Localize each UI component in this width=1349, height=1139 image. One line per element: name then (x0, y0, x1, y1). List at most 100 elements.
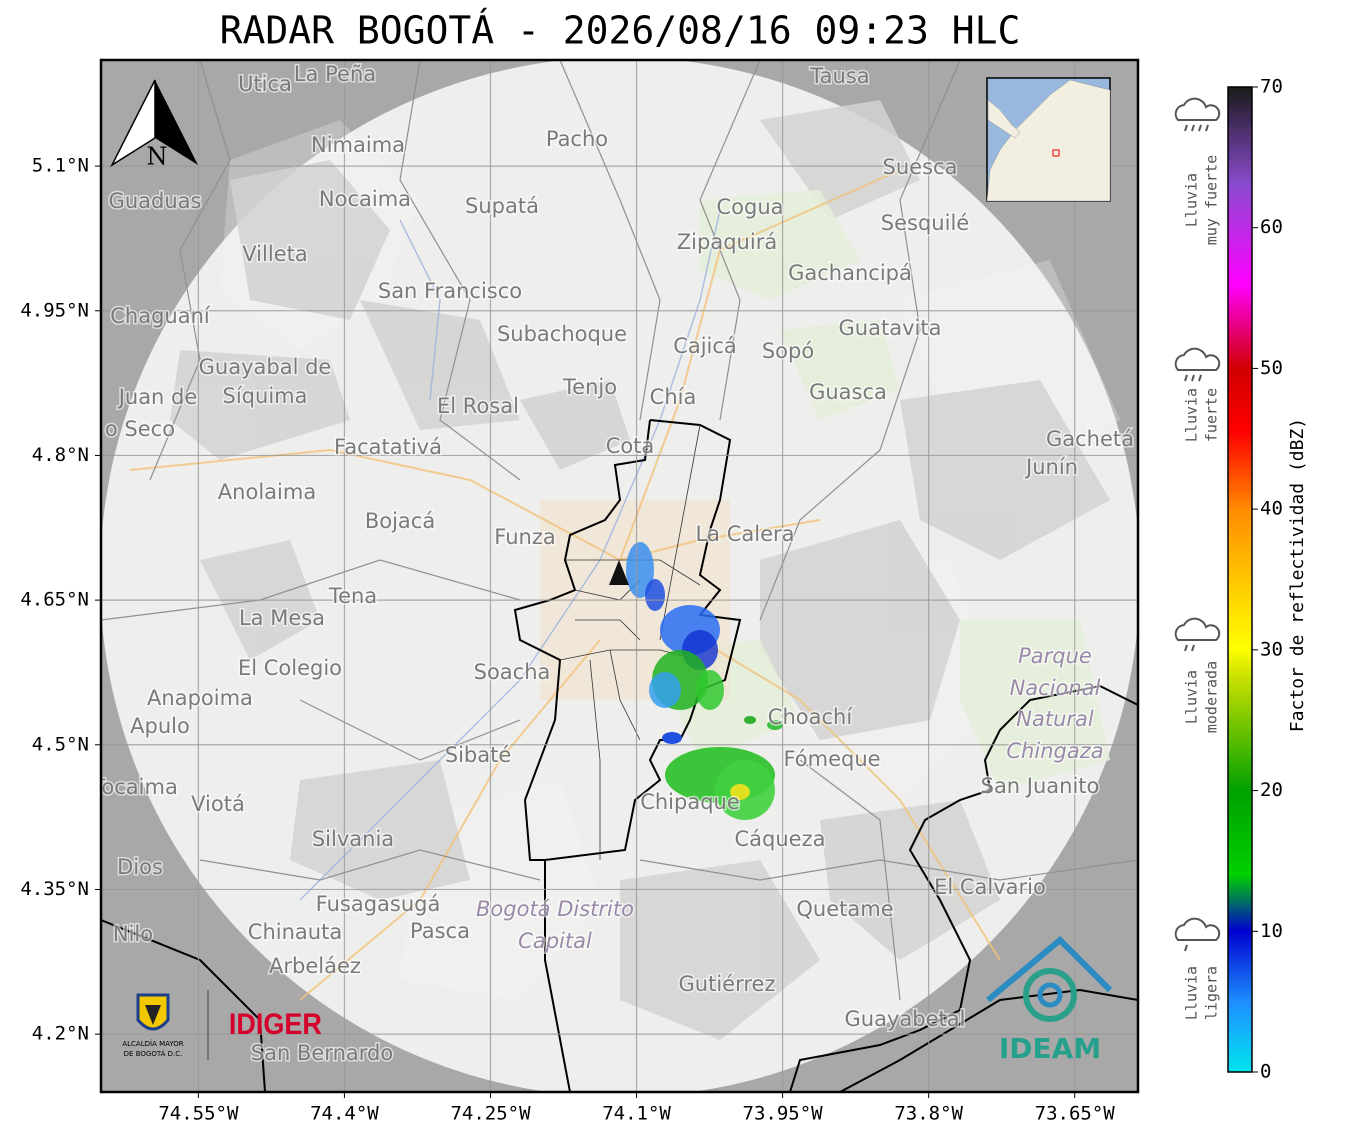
place-label: Sesquilé (881, 211, 969, 235)
place-label: Chingaza (1006, 739, 1103, 763)
roads (129, 169, 1001, 1001)
legend-label: fuerte (1203, 388, 1221, 442)
place-label: Chinauta (248, 920, 342, 944)
place-label: Quetame (796, 897, 893, 921)
place-label: Nocaima (319, 187, 411, 211)
legend-label: ligera (1203, 966, 1221, 1020)
place-label: Utica (238, 72, 292, 96)
y-tick-label: 4.35°N (20, 878, 89, 900)
place-label: Anolaima (218, 480, 316, 504)
x-tick-label: 74.55°W (158, 1103, 239, 1125)
place-label: Guayabal de (199, 355, 332, 379)
north-arrow: N (110, 79, 198, 171)
radar-site (609, 560, 629, 585)
place-label: Villeta (242, 242, 307, 266)
colorbar-tick-label: 40 (1260, 498, 1283, 520)
place-label: El Colegio (238, 656, 342, 680)
place-label: Nacional (1010, 676, 1101, 700)
cloud-icon (1174, 617, 1221, 641)
x-tick-label: 73.95°W (743, 1103, 824, 1125)
colorbar-tick-label: 50 (1260, 357, 1283, 379)
y-tick-label: 4.65°N (20, 589, 89, 611)
legend-label: moderada (1203, 661, 1221, 733)
place-label: Gutiérrez (679, 972, 776, 996)
place-label: Facatativá (334, 435, 442, 459)
place-label: Nimaima (311, 133, 405, 157)
place-label: Fómeque (783, 747, 880, 771)
place-label: Choachí (768, 705, 854, 729)
colorbar-tick-label: 70 (1260, 76, 1283, 98)
legend-label: Lluvia (1183, 173, 1201, 227)
inset-map (986, 77, 1111, 202)
place-label: Arbeláez (269, 954, 361, 978)
place-label: Gachetá (1046, 427, 1134, 451)
x-tick-label: 74.25°W (450, 1103, 531, 1125)
rain-drop (1184, 374, 1188, 382)
place-label: Tena (328, 584, 377, 608)
place-label: Cogua (716, 195, 783, 219)
place-label: Sopó (762, 339, 814, 363)
place-label: Guaduas (109, 189, 202, 213)
legend-label: muy fuerte (1203, 155, 1221, 245)
place-label: Bogotá Distrito (476, 897, 634, 921)
place-label: Funza (494, 525, 555, 549)
place-label: Natural (1016, 707, 1094, 731)
place-label: Chipaque (640, 790, 740, 814)
place-label: Silvania (312, 827, 394, 851)
rain-drop (1191, 374, 1195, 382)
colorbar-tick-label: 20 (1260, 779, 1283, 801)
place-label: Juan de (117, 385, 198, 409)
x-tick-label: 73.65°W (1035, 1103, 1116, 1125)
y-tick-label: 4.95°N (20, 299, 89, 321)
rain-drop (1184, 944, 1188, 952)
place-label: Supatá (465, 194, 539, 218)
place-label: Soacha (474, 660, 551, 684)
rain-drop (1191, 124, 1195, 132)
place-label: La Mesa (239, 606, 325, 630)
legend-label: Lluvia (1183, 966, 1201, 1020)
y-tick-label: 5.1°N (32, 155, 89, 177)
place-label: Gachancipá (788, 261, 912, 285)
y-tick-label: 4.5°N (32, 733, 89, 755)
place-label: Cota (606, 434, 655, 458)
place-label: Guasca (809, 380, 887, 404)
place-label: Cajicá (673, 334, 737, 358)
place-label: Suesca (883, 155, 958, 179)
rain-drop (1184, 644, 1188, 652)
rain-drop (1184, 124, 1188, 132)
x-tick-label: 74.1°W (602, 1103, 671, 1125)
grid (101, 60, 1138, 1092)
place-label: Guayabetal (845, 1007, 966, 1031)
x-tick-label: 74.4°W (310, 1103, 379, 1125)
place-label: El Rosal (437, 394, 519, 418)
place-label: Pacho (546, 127, 608, 151)
place-label: Tausa (809, 64, 869, 88)
y-tick-label: 4.2°N (32, 1023, 89, 1045)
map-frame (99, 58, 1140, 1094)
place-label: San Bernardo (251, 1041, 393, 1065)
place-label: Chía (650, 385, 697, 409)
rain-drop (1205, 124, 1209, 132)
place-label: El Calvario (934, 875, 1046, 899)
y-tick-label: 4.8°N (32, 444, 89, 466)
place-label: Guatavita (839, 316, 942, 340)
x-tick-label: 73.8°W (894, 1103, 963, 1125)
place-label: Anapoima (147, 686, 253, 710)
place-label: San Francisco (378, 279, 522, 303)
rain-drop (1198, 124, 1202, 132)
alcaldia-text: DE BOGOTÁ D.C. (124, 1049, 183, 1058)
cloud-icon (1174, 917, 1221, 941)
colorbar-label: Factor de reflectividad (dBZ) (1287, 418, 1308, 732)
place-label: Zipaquirá (677, 230, 777, 254)
cloud-icon (1174, 97, 1221, 121)
legend-icon (1174, 347, 1221, 382)
place-label: Nilo (113, 922, 153, 946)
place-label: Capital (518, 929, 592, 953)
place-label: Fusagasugá (316, 892, 441, 916)
municipal-boundaries (101, 60, 1138, 1001)
place-label: Sibaté (445, 743, 512, 767)
ideam-logo: IDEAM (999, 1032, 1101, 1065)
